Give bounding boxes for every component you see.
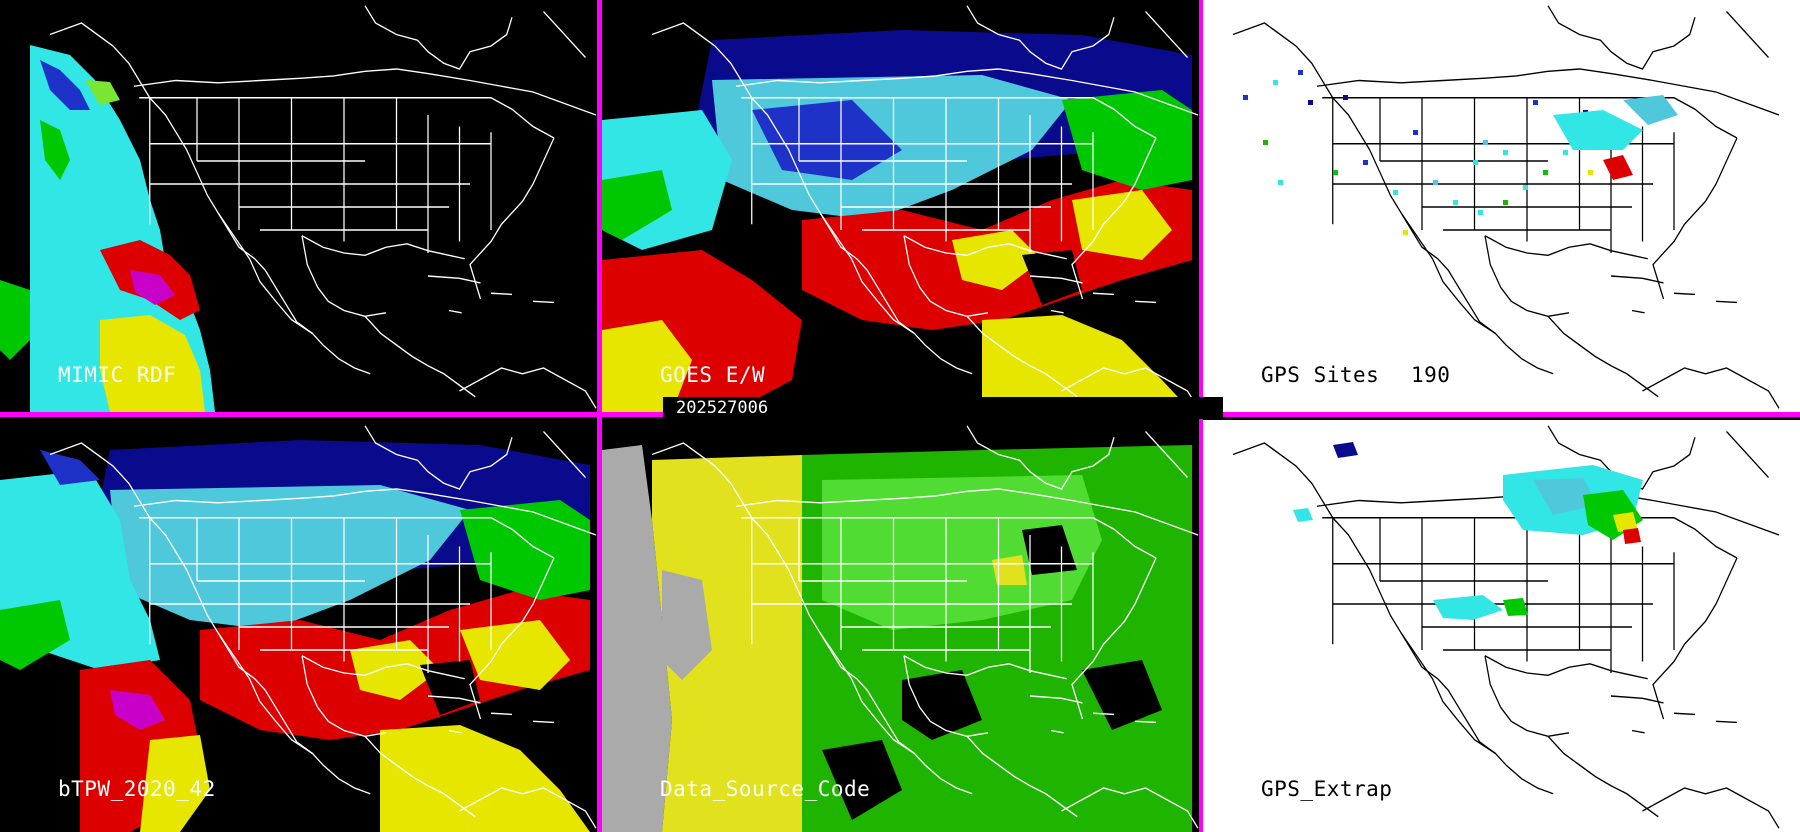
tpw-map-btpw — [0, 425, 597, 832]
gps-site-markers — [1243, 70, 1678, 235]
panel-label-btpw: bTPW_2020_42 — [58, 777, 216, 801]
gps-sites-map — [1232, 5, 1780, 409]
gps-site-count: 190 — [1411, 363, 1451, 387]
timestamp-bar — [663, 397, 1223, 419]
tpw-map-goes — [602, 5, 1199, 412]
data-source-map — [602, 425, 1199, 832]
timestamp-label: 202527006 — [676, 398, 769, 418]
gps-extrap-map — [1232, 425, 1780, 829]
panel-gps-extrap: GPS_Extrap — [1203, 420, 1800, 832]
tpw-map-mimic — [0, 5, 597, 412]
panel-label-gps-extrap: GPS_Extrap — [1261, 777, 1393, 801]
panel-data-source-code: Data_Source_Code — [602, 420, 1199, 832]
panel-goes: GOES E/W — [602, 0, 1199, 412]
panel-btpw: bTPW_2020_42 — [0, 420, 597, 832]
panel-mimic-rdf: MIMIC RDF — [0, 0, 597, 412]
panel-label-gps-sites: GPS Sites — [1261, 363, 1380, 387]
panel-gps-sites: GPS Sites 190 — [1203, 0, 1800, 412]
panel-label-mimic: MIMIC RDF — [58, 363, 177, 387]
panel-label-data-source: Data_Source_Code — [660, 777, 871, 801]
panel-label-goes: GOES E/W — [660, 363, 766, 387]
